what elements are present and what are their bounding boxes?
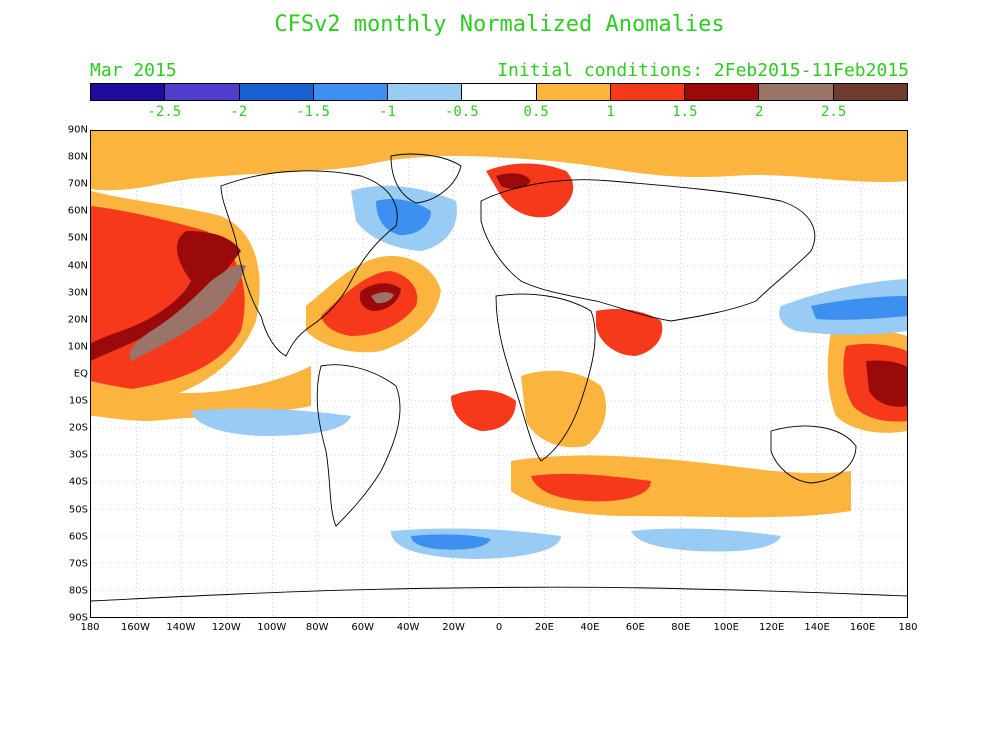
latitude-tick-label: 20N <box>67 314 88 326</box>
anomaly-barents-dark <box>496 173 531 189</box>
anomaly-west-pacific-dark <box>866 360 907 407</box>
latitude-tick-label: 50S <box>68 504 88 516</box>
colorbar-tick-label: 2.5 <box>820 104 847 120</box>
colorbar-swatch <box>313 84 389 100</box>
colorbar-tick-label: -0.5 <box>444 104 479 120</box>
anomaly-ne-pacific-max <box>129 264 246 361</box>
colorbar <box>90 83 908 101</box>
longitude-tick-label: 120W <box>211 622 241 633</box>
anomaly-labrador-cold <box>376 199 431 236</box>
anomaly-south-atlantic-warm <box>451 389 516 431</box>
colorbar-swatch <box>610 84 686 100</box>
colorbar-swatch <box>388 84 463 100</box>
longitude-tick-label: 60W <box>351 622 374 633</box>
anomaly-africa-warm <box>521 370 606 448</box>
latitude-tick-label: 30N <box>67 287 88 299</box>
longitude-tick-label: 20W <box>442 622 465 633</box>
colorbar-swatch <box>239 84 314 100</box>
anomaly-north-atlantic-max <box>371 292 394 304</box>
latitude-tick-label: 70S <box>68 558 88 570</box>
anomaly-south-pacific-cold <box>191 408 351 436</box>
colorbar-swatch <box>165 84 240 100</box>
anomaly-southern-ocean-strong <box>531 473 651 502</box>
longitude-tick-label: 120E <box>758 622 785 633</box>
colorbar-swatch <box>91 84 166 100</box>
colorbar-tick-label: 2 <box>755 104 764 120</box>
anomaly-southern-ocean-warm <box>511 455 851 518</box>
latitude-tick-label: EQ <box>73 368 88 380</box>
longitude-tick-label: 180 <box>898 622 918 633</box>
latitude-tick-label: 60N <box>67 205 88 217</box>
longitude-tick-label: 80E <box>671 622 691 633</box>
anomaly-map <box>90 130 908 618</box>
longitude-tick-label: 100E <box>713 622 739 633</box>
latitude-tick-label: 90N <box>67 124 88 136</box>
longitude-tick-label: 20E <box>534 622 554 633</box>
longitude-tick-label: 140W <box>166 622 196 633</box>
latitude-tick-label: 10S <box>68 395 88 407</box>
colorbar-swatch <box>759 84 834 100</box>
latitude-tick-label: 10N <box>67 341 88 353</box>
latitude-tick-label: 70N <box>67 178 88 190</box>
longitude-tick-label: 40W <box>396 622 420 633</box>
latitude-tick-label: 40S <box>68 476 88 488</box>
longitude-tick-label: 160E <box>849 622 876 633</box>
longitude-tick-label: 60E <box>625 622 645 633</box>
longitude-tick-label: 40E <box>580 622 600 633</box>
colorbar-swatch <box>462 84 537 100</box>
colorbar-tick-label: 1 <box>606 104 615 120</box>
colorbar-swatch <box>685 84 760 100</box>
outline-antarctica <box>91 586 907 602</box>
longitude-tick-label: 180 <box>80 622 100 633</box>
colorbar-tick-label: -1 <box>379 104 396 120</box>
colorbar-tick-label: 0.5 <box>523 104 549 120</box>
colorbar-swatch <box>833 84 907 100</box>
anomaly-arctic-warm <box>91 131 907 191</box>
latitude-tick-label: 20S <box>68 422 88 434</box>
colorbar-tick-label: -2 <box>230 104 248 120</box>
latitude-tick-label: 50N <box>67 232 88 244</box>
latitude-tick-label: 90S <box>68 612 88 624</box>
longitude-tick-label: 0 <box>495 622 503 633</box>
anomaly-ne-pacific-dark <box>91 231 241 361</box>
outline-australia <box>770 425 857 484</box>
anomaly-southern-pacific-cold <box>631 528 781 552</box>
longitude-tick-label: 80W <box>305 622 329 633</box>
colorbar-tick-label: -1.5 <box>296 104 330 120</box>
colorbar-tick-label: 1.5 <box>672 104 698 120</box>
outline-north-america <box>220 170 398 357</box>
latitude-tick-label: 80S <box>68 585 88 597</box>
outline-south-america <box>316 364 401 527</box>
anomaly-barents-warm <box>486 163 574 218</box>
longitude-tick-label: 100W <box>257 622 287 633</box>
outline-greenland <box>390 153 462 204</box>
anomaly-map-svg <box>91 131 907 617</box>
longitude-tick-label: 160W <box>120 622 150 633</box>
longitude-tick-label: 140E <box>804 622 830 633</box>
map-title: CFSv2 monthly Normalized Anomalies <box>274 12 725 37</box>
colorbar-tick-label: -2.5 <box>147 104 182 120</box>
initial-conditions: Initial conditions: 2Feb2015-11Feb2015 <box>497 60 909 81</box>
anomaly-arabia-warm <box>596 309 663 356</box>
colorbar-swatch <box>536 84 611 100</box>
anomaly-fields <box>91 131 907 559</box>
latitude-tick-label: 30S <box>68 449 88 461</box>
latitude-tick-label: 60S <box>68 531 88 543</box>
anomaly-north-pacific-cold-strong <box>811 296 907 320</box>
latitude-tick-label: 40N <box>67 260 88 272</box>
latitude-tick-label: 80N <box>67 151 88 163</box>
outline-eurasia <box>480 179 816 322</box>
forecast-month: Mar 2015 <box>90 60 177 81</box>
anomaly-antarctic-cold-strong <box>411 534 491 550</box>
anomaly-central-pacific-warm <box>91 366 311 421</box>
continent-outlines <box>91 153 907 602</box>
outline-africa <box>495 293 596 462</box>
